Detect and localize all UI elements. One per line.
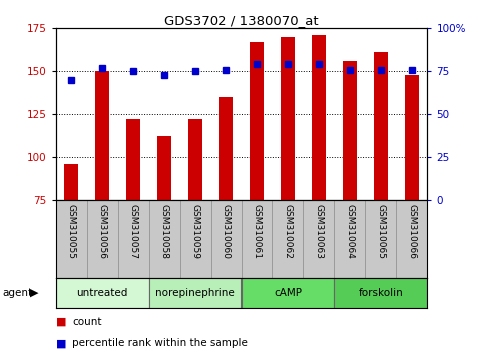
Text: ■: ■ (56, 317, 66, 327)
Bar (242, 278, 334, 308)
Text: cAMP: cAMP (274, 288, 302, 298)
Text: GSM310062: GSM310062 (284, 204, 293, 259)
Text: GSM310060: GSM310060 (222, 204, 230, 259)
Title: GDS3702 / 1380070_at: GDS3702 / 1380070_at (164, 14, 319, 27)
Text: GSM310058: GSM310058 (159, 204, 169, 259)
Text: count: count (72, 317, 102, 327)
Text: GSM310065: GSM310065 (376, 204, 385, 259)
Bar (312, 35, 326, 200)
Bar (56, 278, 149, 308)
Text: GSM310056: GSM310056 (98, 204, 107, 259)
Bar (149, 278, 242, 308)
Bar (219, 97, 233, 200)
Text: GSM310063: GSM310063 (314, 204, 324, 259)
Text: untreated: untreated (76, 288, 128, 298)
Text: GSM310057: GSM310057 (128, 204, 138, 259)
Text: GSM310055: GSM310055 (67, 204, 75, 259)
Bar (374, 52, 388, 200)
Text: percentile rank within the sample: percentile rank within the sample (72, 338, 248, 348)
Bar (334, 278, 427, 308)
Text: ▶: ▶ (30, 288, 39, 298)
Text: GSM310064: GSM310064 (345, 204, 355, 259)
Bar (126, 119, 140, 200)
Bar (95, 71, 109, 200)
Text: forskolin: forskolin (358, 288, 403, 298)
Bar (188, 119, 202, 200)
Bar (405, 75, 419, 200)
Text: norepinephrine: norepinephrine (155, 288, 235, 298)
Bar (281, 37, 295, 200)
Bar (64, 164, 78, 200)
Text: ■: ■ (56, 338, 66, 348)
Text: GSM310061: GSM310061 (253, 204, 261, 259)
Text: GSM310066: GSM310066 (408, 204, 416, 259)
Bar (157, 137, 171, 200)
Bar (343, 61, 357, 200)
Text: agent: agent (2, 288, 32, 298)
Text: GSM310059: GSM310059 (190, 204, 199, 259)
Bar (250, 42, 264, 200)
